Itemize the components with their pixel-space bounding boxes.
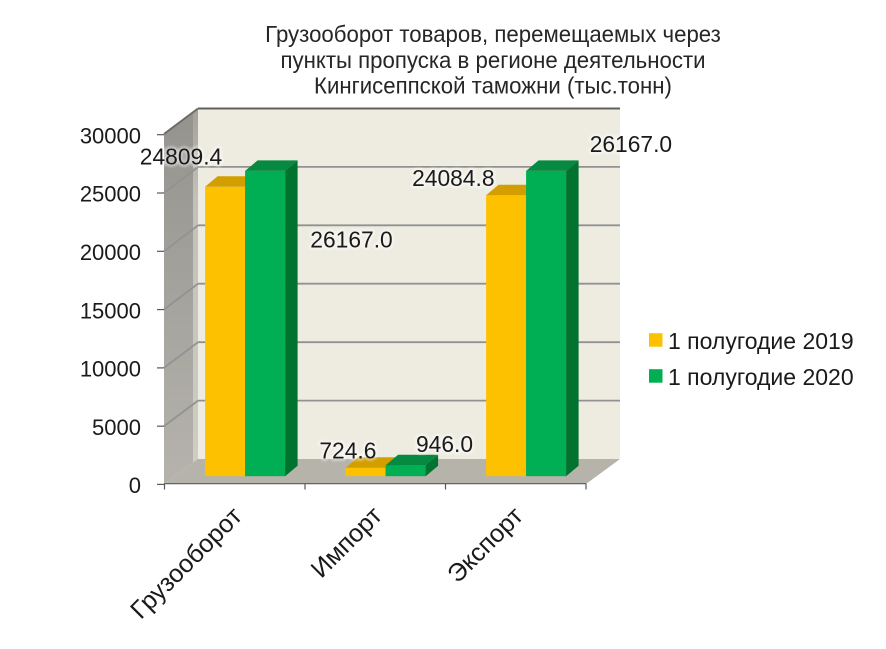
svg-text:пункты пропуска в регионе деят: пункты пропуска в регионе деятельности [280,46,705,73]
svg-text:1 полугодие 2020: 1 полугодие 2020 [668,364,854,390]
svg-text:26167.0: 26167.0 [590,131,672,157]
svg-text:24084.8: 24084.8 [412,165,494,191]
svg-text:20000: 20000 [80,240,141,265]
svg-text:10000: 10000 [80,357,141,382]
svg-text:1 полугодие 2019: 1 полугодие 2019 [668,328,854,354]
svg-text:24809.4: 24809.4 [140,143,223,169]
svg-text:26167.0: 26167.0 [310,227,392,253]
svg-text:Грузооборот товаров, перемещае: Грузооборот товаров, перемещаемых через [265,20,721,47]
svg-text:24809.4: 24809.4 [140,143,223,169]
svg-text:5000: 5000 [92,415,141,440]
svg-text:25000: 25000 [80,182,141,207]
svg-text:24084.8: 24084.8 [412,165,494,191]
svg-text:26167.0: 26167.0 [590,131,672,157]
svg-text:724.6: 724.6 [319,438,376,464]
svg-text:0: 0 [129,473,141,498]
svg-text:946.0: 946.0 [416,431,473,457]
svg-text:946.0: 946.0 [416,431,473,457]
svg-text:Кингисеппской таможни (тыс.тон: Кингисеппской таможни (тыс.тонн) [314,72,672,99]
svg-text:30000: 30000 [80,123,141,148]
svg-text:724.6: 724.6 [319,438,376,464]
svg-text:26167.0: 26167.0 [310,227,392,253]
svg-text:15000: 15000 [80,298,141,323]
